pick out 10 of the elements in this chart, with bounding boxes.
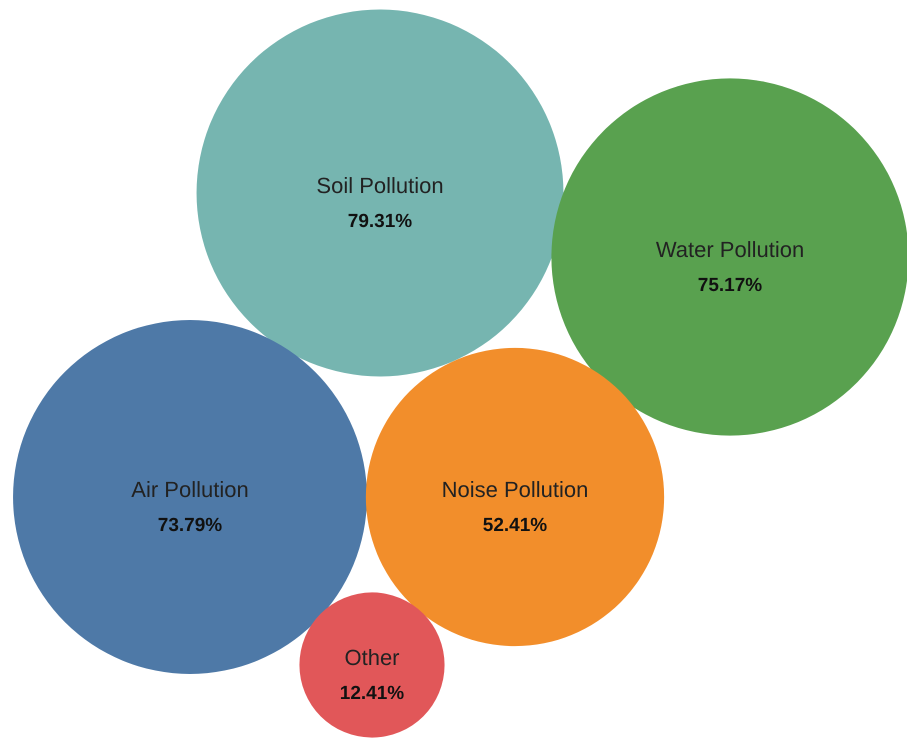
data-label: 79.31% [348,211,412,232]
category-label: Other [344,645,400,670]
data-label: 12.41% [340,683,404,704]
category-label: Noise Pollution [442,477,588,502]
category-label: Air Pollution [131,477,249,502]
data-label: 52.41% [482,515,548,536]
data-label: 75.17% [698,275,762,296]
data-label: 73.79% [158,515,222,536]
category-label: Soil Pollution [316,173,444,198]
category-label: Water Pollution [656,237,804,262]
